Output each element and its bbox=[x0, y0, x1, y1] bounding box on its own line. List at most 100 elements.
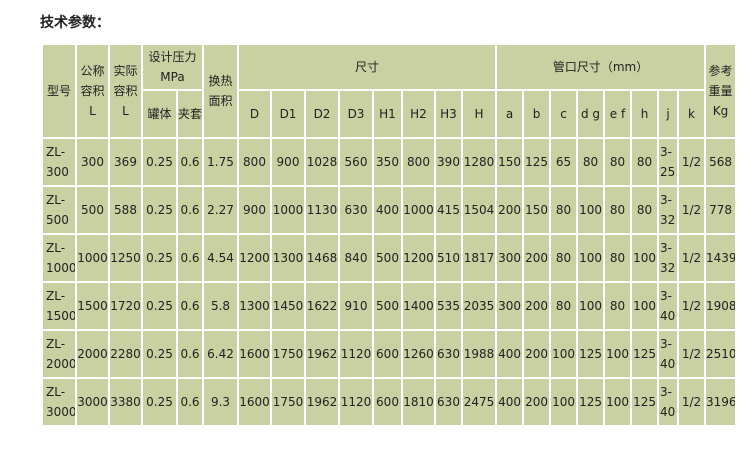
table-cell: 65 bbox=[549, 137, 579, 187]
table-cell: 150 bbox=[522, 185, 552, 235]
model-cell: ZL-300 bbox=[41, 137, 77, 187]
header-nominal-unit: L bbox=[89, 104, 96, 118]
table-cell: 0.25 bbox=[141, 233, 178, 283]
table-cell: 0.25 bbox=[141, 281, 178, 331]
table-cell: 1/2 bbox=[677, 137, 707, 187]
table-cell: 369 bbox=[108, 137, 143, 187]
table-cell: 100 bbox=[603, 329, 633, 379]
table-cell: 1504 bbox=[460, 185, 498, 235]
table-cell: 0.25 bbox=[141, 377, 178, 427]
table-cell: 100 bbox=[549, 377, 579, 427]
table-cell: 2510 bbox=[704, 329, 738, 379]
table-cell: 3-32 bbox=[657, 185, 680, 235]
table-cell: 0.25 bbox=[141, 185, 178, 235]
table-cell: 80 bbox=[549, 281, 579, 331]
table-cell: 125 bbox=[630, 329, 660, 379]
table-cell: 200 bbox=[495, 185, 525, 235]
table-cell: 1120 bbox=[338, 377, 374, 427]
table-cell: 800 bbox=[401, 137, 436, 187]
table-cell: 1130 bbox=[304, 185, 340, 235]
header-actual-unit: L bbox=[122, 104, 129, 118]
header-nozzle-3: d g bbox=[576, 89, 606, 139]
table-cell: 300 bbox=[75, 137, 110, 187]
table-cell: 300 bbox=[495, 281, 525, 331]
spec-table: 型号 公称容积 L 实际容积 L 设计压力MPa 换热面积 尺寸 管口尺寸（mm） … bbox=[41, 43, 738, 427]
table-cell: 2000 bbox=[75, 329, 110, 379]
table-cell: 100 bbox=[630, 233, 660, 283]
table-cell: 1750 bbox=[270, 329, 306, 379]
table-cell: 3196 bbox=[704, 377, 738, 427]
table-cell: 900 bbox=[270, 137, 306, 187]
table-cell: 1/2 bbox=[677, 281, 707, 331]
section-title: 技术参数： bbox=[40, 15, 110, 31]
table-cell: 3380 bbox=[108, 377, 143, 427]
table-cell: 1439 bbox=[704, 233, 738, 283]
header-dim-1: D1 bbox=[270, 89, 306, 139]
table-cell: 5.8 bbox=[202, 281, 239, 331]
table-cell: 0.6 bbox=[176, 137, 204, 187]
table-cell: 500 bbox=[75, 185, 110, 235]
header-dim-6: H3 bbox=[434, 89, 463, 139]
table-cell: 80 bbox=[630, 137, 660, 187]
table-cell: 100 bbox=[576, 281, 606, 331]
table-cell: 100 bbox=[576, 185, 606, 235]
table-cell: 568 bbox=[704, 137, 738, 187]
table-cell: 1000 bbox=[75, 233, 110, 283]
table-cell: 200 bbox=[522, 329, 552, 379]
header-weight-label: 参考重量 bbox=[708, 64, 733, 98]
table-cell: 100 bbox=[576, 233, 606, 283]
table-cell: 80 bbox=[630, 185, 660, 235]
table-cell: 1300 bbox=[270, 233, 306, 283]
table-cell: 1260 bbox=[401, 329, 436, 379]
table-row: ZL-300 300 369 0.25 0.6 1.75 800 900 1028 560 350 8… bbox=[41, 137, 738, 187]
table-cell: 1720 bbox=[108, 281, 143, 331]
table-cell: 80 bbox=[576, 137, 606, 187]
table-cell: 2475 bbox=[460, 377, 498, 427]
table-row: ZL-1000 1000 1250 0.25 0.6 4.54 1200 1300 1468 84… bbox=[41, 233, 738, 283]
table-cell: 1988 bbox=[460, 329, 498, 379]
table-cell: 3-40 bbox=[657, 377, 680, 427]
table-cell: 1600 bbox=[237, 377, 272, 427]
header-nozzle-2: c bbox=[549, 89, 579, 139]
table-cell: 1/2 bbox=[677, 233, 707, 283]
model-cell: ZL-1500 bbox=[41, 281, 77, 331]
table-cell: 80 bbox=[603, 233, 633, 283]
table-cell: 0.25 bbox=[141, 329, 178, 379]
table-cell: 1000 bbox=[401, 185, 436, 235]
header-actual-volume: 实际容积 L bbox=[108, 43, 143, 139]
table-cell: 80 bbox=[603, 137, 633, 187]
table-cell: 390 bbox=[434, 137, 463, 187]
table-row: ZL-3000 3000 3380 0.25 0.6 9.3 1600 1750 1962 112… bbox=[41, 377, 738, 427]
header-dim-3: D3 bbox=[338, 89, 374, 139]
table-cell: 1300 bbox=[237, 281, 272, 331]
header-heat-area: 换热面积 bbox=[202, 43, 239, 139]
header-weight-unit: Kg bbox=[712, 104, 729, 118]
table-cell: 1962 bbox=[304, 329, 340, 379]
table-cell: 535 bbox=[434, 281, 463, 331]
table-cell: 800 bbox=[237, 137, 272, 187]
table-cell: 400 bbox=[495, 377, 525, 427]
table-cell: 778 bbox=[704, 185, 738, 235]
model-cell: ZL-3000 bbox=[41, 377, 77, 427]
header-nominal-label: 公称容积 bbox=[80, 64, 105, 98]
header-nozzle-5: h bbox=[630, 89, 660, 139]
table-cell: 1028 bbox=[304, 137, 340, 187]
table-cell: 125 bbox=[576, 329, 606, 379]
table-cell: 1250 bbox=[108, 233, 143, 283]
table-cell: 415 bbox=[434, 185, 463, 235]
table-cell: 2.27 bbox=[202, 185, 239, 235]
table-cell: 1200 bbox=[401, 233, 436, 283]
table-cell: 1908 bbox=[704, 281, 738, 331]
header-nozzles: 管口尺寸（mm） bbox=[495, 43, 707, 91]
table-cell: 100 bbox=[603, 377, 633, 427]
header-weight: 参考重量 Kg bbox=[704, 43, 738, 139]
model-cell: ZL-2000 bbox=[41, 329, 77, 379]
table-cell: 840 bbox=[338, 233, 374, 283]
table-cell: 1/2 bbox=[677, 377, 707, 427]
header-design-pressure: 设计压力MPa bbox=[141, 43, 204, 91]
table-cell: 3-40 bbox=[657, 329, 680, 379]
table-row: ZL-500 500 588 0.25 0.6 2.27 900 1000 1130 630 400… bbox=[41, 185, 738, 235]
table-cell: 125 bbox=[576, 377, 606, 427]
header-dim-2: D2 bbox=[304, 89, 340, 139]
table-cell: 500 bbox=[372, 233, 403, 283]
